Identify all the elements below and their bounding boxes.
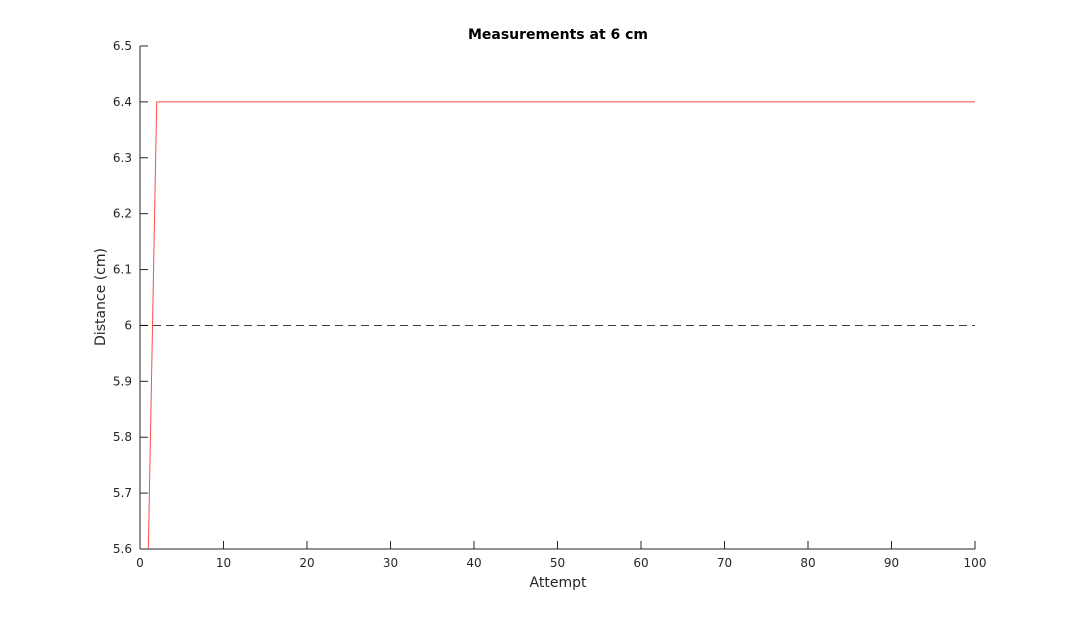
measurement-line-series: [147, 101, 975, 550]
y-tick-label: 5.6: [113, 542, 132, 556]
x-axis-label: Attempt: [530, 575, 587, 591]
x-tick-label: 80: [800, 556, 815, 570]
axes: [139, 46, 975, 550]
y-axis-label: Distance (cm): [93, 248, 109, 346]
y-tick-label: 6.2: [113, 207, 132, 221]
x-tick-label: 40: [466, 556, 481, 570]
y-tick-label: 5.7: [113, 486, 132, 500]
y-tick-label: 6.5: [113, 39, 132, 53]
x-tick-label: 20: [299, 556, 314, 570]
x-tick-label: 60: [633, 556, 648, 570]
y-tick-label: 5.9: [113, 374, 132, 388]
x-tick-label: 0: [136, 556, 144, 570]
y-tick-label: 6: [124, 318, 132, 332]
y-tick-label: 6.1: [113, 263, 132, 277]
x-tick-label: 100: [964, 556, 987, 570]
x-tick-label: 90: [884, 556, 899, 570]
x-tick-label: 50: [550, 556, 565, 570]
y-tick-label: 6.4: [113, 95, 132, 109]
x-axis-ticks: 0 10 20 30 40 50 60 70 80 90 100: [136, 541, 986, 570]
series-layer: [140, 101, 975, 550]
y-axis-ticks: 5.6 5.7 5.8 5.9 6 6.1 6.2 6.3 6.4 6.5: [113, 39, 148, 556]
x-tick-label: 30: [383, 556, 398, 570]
chart-title: Measurements at 6 cm: [468, 27, 648, 43]
y-tick-label: 5.8: [113, 430, 132, 444]
x-tick-label: 70: [717, 556, 732, 570]
y-tick-label: 6.3: [113, 151, 132, 165]
x-tick-label: 10: [216, 556, 231, 570]
